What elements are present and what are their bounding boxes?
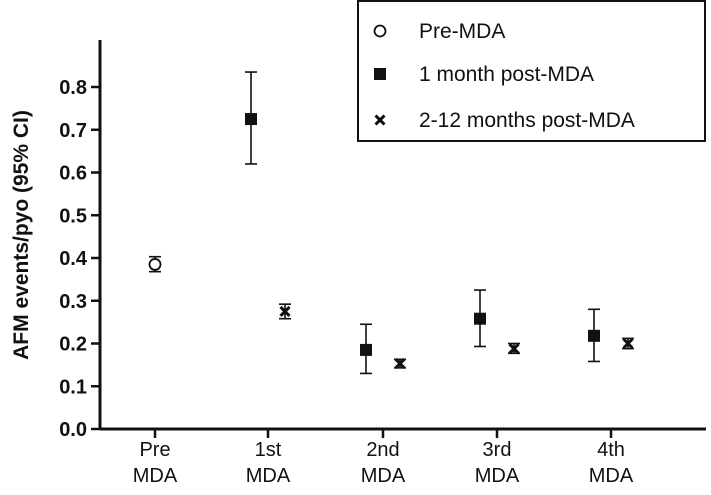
point-marker [245, 113, 257, 126]
legend-box [357, 0, 706, 142]
y-axis-title: AFM events/pyo (95% CI) [10, 110, 33, 360]
point-marker [508, 343, 520, 355]
x-marker-stroke [622, 337, 634, 350]
data-point [245, 71, 257, 165]
x-marker-stroke [374, 114, 386, 126]
x-marker-stroke [508, 343, 520, 355]
legend-marker [374, 114, 386, 126]
data-point [279, 303, 291, 320]
y-tick-label: 0.2 [59, 334, 87, 356]
legend-label: 1 month post-MDA [419, 63, 594, 86]
x-tick-label: Pre [139, 439, 170, 461]
point-marker [588, 329, 600, 342]
y-tick-label: 0.3 [59, 291, 87, 313]
data-point [588, 308, 600, 363]
data-point [474, 289, 486, 348]
point-marker [360, 343, 372, 356]
y-tick-label: 0.1 [59, 376, 87, 398]
y-tick-label: 0.0 [59, 419, 87, 441]
x-tick-label: 1st [255, 439, 282, 461]
x-tick-label: MDA [361, 465, 406, 487]
x-categories: Pre MDA 1st MDA 2nd MDA 3rd MDA 4th MDA [133, 429, 634, 487]
y-tick-label: 0.6 [59, 163, 87, 185]
y-tick-label: 0.7 [59, 120, 87, 142]
y-tick-label: 0.8 [59, 77, 87, 99]
legend-marker [374, 68, 386, 80]
y-ticks: 0.0 0.1 0.2 0.3 0.4 0.5 0.6 0.7 0.8 [59, 77, 100, 441]
x-marker-stroke [279, 305, 291, 317]
axes [98, 40, 706, 431]
legend-marker [373, 24, 387, 38]
data-point [508, 342, 520, 355]
y-tick-label: 0.4 [59, 248, 88, 270]
data-point [360, 323, 372, 375]
data-point [148, 255, 162, 273]
x-tick-label: 2nd [366, 439, 399, 461]
data-marks [148, 71, 634, 375]
point-marker [474, 312, 486, 325]
x-tick-label: 4th [597, 439, 625, 461]
legend: Pre-MDA 1 month post-MDA 2-12 months post-… [357, 0, 706, 142]
data-point [394, 358, 406, 370]
x-marker-stroke [394, 358, 406, 370]
y-tick-label: 0.5 [59, 205, 87, 227]
data-point [622, 337, 634, 350]
legend-label: 2-12 months post-MDA [419, 109, 635, 132]
x-tick-label: 3rd [483, 439, 512, 461]
x-tick-label: MDA [246, 465, 291, 487]
x-tick-label: MDA [133, 465, 178, 487]
point-marker [394, 358, 406, 370]
legend-label: Pre-MDA [419, 20, 505, 43]
x-tick-label: MDA [589, 465, 634, 487]
x-tick-label: MDA [475, 465, 520, 487]
point-marker [279, 305, 291, 317]
point-marker [148, 258, 162, 271]
point-marker [622, 337, 634, 350]
